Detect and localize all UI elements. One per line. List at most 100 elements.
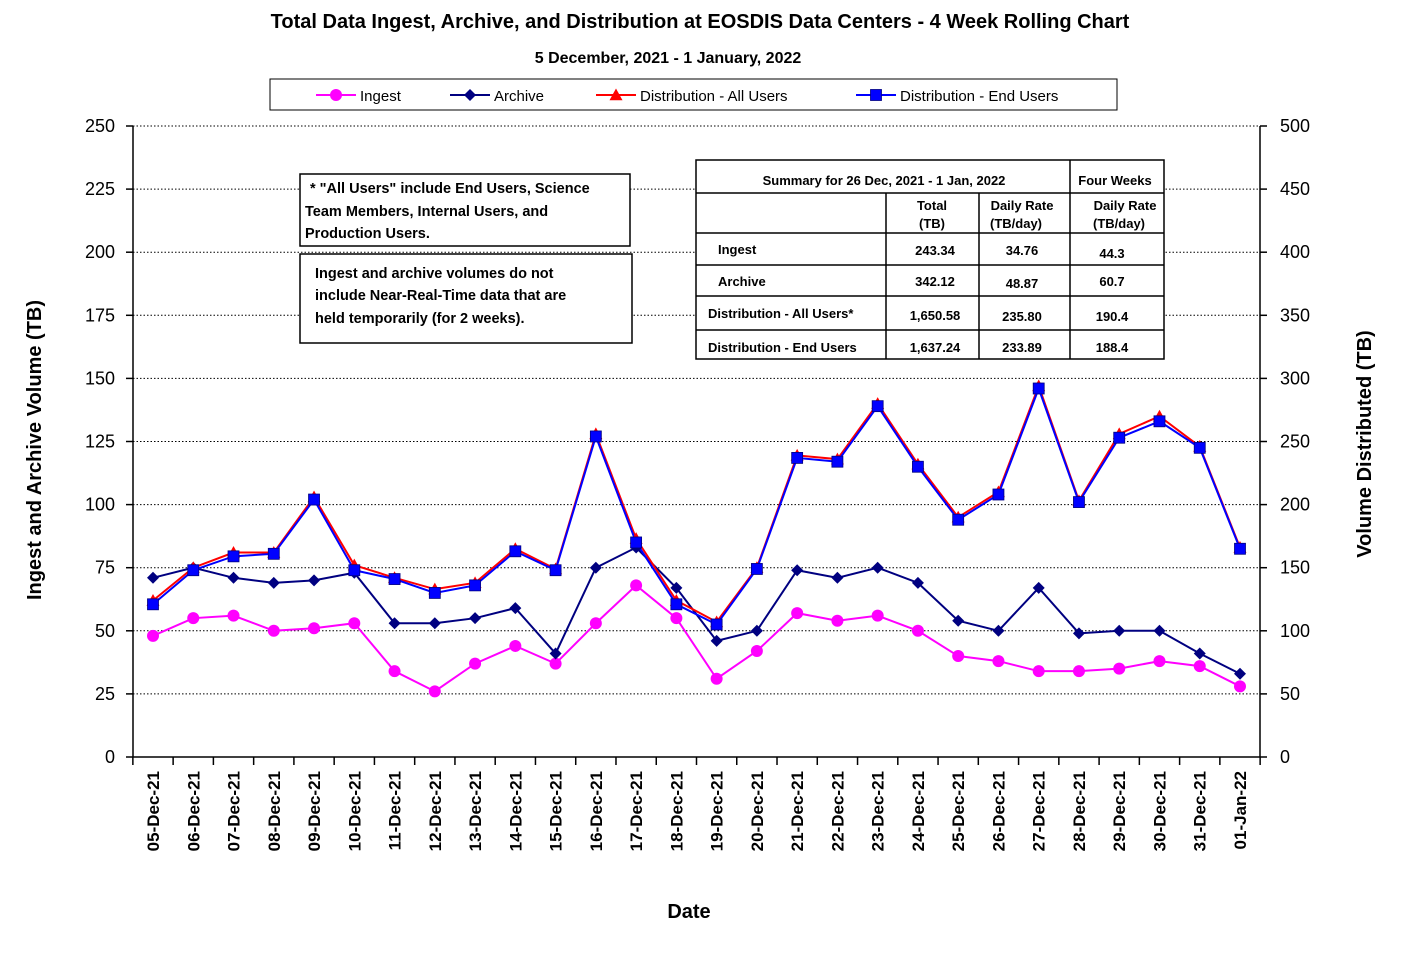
legend-marker: [464, 89, 476, 101]
data-point: [710, 618, 723, 631]
table-header-four-weeks: Four Weeks: [1078, 173, 1151, 188]
y-tick-label-left: 25: [95, 684, 115, 704]
data-point: [1032, 665, 1045, 678]
data-point: [187, 564, 200, 577]
x-tick-label: 01-Jan-22: [1231, 771, 1250, 849]
data-point: [750, 563, 763, 575]
data-point: [1072, 627, 1085, 640]
table-cell: 44.3: [1099, 246, 1124, 261]
note-line: Team Members, Internal Users, and: [305, 204, 548, 220]
x-tick-label: 22-Dec-21: [828, 771, 847, 851]
data-point: [1113, 624, 1126, 637]
series-line: [152, 385, 1241, 626]
x-tick-label: 13-Dec-21: [466, 771, 485, 851]
legend-marker: [870, 89, 882, 101]
table-cell: 60.7: [1099, 274, 1124, 289]
data-point: [992, 655, 1005, 668]
data-point: [147, 598, 159, 611]
y-tick-label-left: 225: [85, 179, 115, 199]
data-point: [549, 647, 562, 660]
data-point: [952, 650, 965, 663]
x-tick-label: 06-Dec-21: [184, 771, 203, 851]
y-tick-label-left: 50: [95, 621, 115, 641]
y-tick-label-right: 350: [1280, 305, 1310, 325]
y-tick-label-left: 200: [85, 242, 115, 262]
data-point: [1153, 415, 1166, 428]
data-point: [911, 624, 924, 637]
x-tick-label: 12-Dec-21: [426, 771, 445, 851]
data-point: [670, 612, 683, 625]
data-point: [428, 587, 441, 599]
x-tick-label: 23-Dec-21: [869, 771, 888, 851]
data-point: [750, 624, 763, 637]
data-point: [1113, 662, 1126, 675]
data-point: [1234, 667, 1246, 680]
data-point: [147, 571, 159, 584]
x-tick-label: 08-Dec-21: [265, 771, 284, 851]
data-point: [831, 571, 844, 584]
series-markers: [147, 579, 1246, 698]
data-point: [1032, 382, 1045, 395]
data-point: [469, 657, 482, 670]
y-tick-label-right: 0: [1280, 747, 1290, 767]
y-axis-right-ticks: 0 50 100 150 200 250 300 350 400 450 500: [1260, 116, 1310, 767]
x-tick-label: 17-Dec-21: [627, 771, 646, 851]
table-row-label: Ingest: [718, 242, 757, 257]
legend-label: Distribution - All Users: [640, 88, 788, 105]
y-tick-label-left: 175: [85, 305, 115, 325]
x-axis-ticks: 05-Dec-21 06-Dec-21 07-Dec-21 08-Dec-21 09-D…: [132, 757, 1261, 851]
y-tick-label-right: 450: [1280, 179, 1310, 199]
y-tick-label-right: 500: [1280, 116, 1310, 136]
table-cell: 233.89: [1002, 340, 1042, 355]
data-point: [348, 564, 361, 577]
col-total-unit: (TB): [919, 216, 945, 231]
table-cell: 190.4: [1096, 309, 1129, 324]
y-tick-label-right: 300: [1280, 368, 1310, 388]
data-point: [388, 573, 401, 585]
x-tick-label: 15-Dec-21: [547, 771, 566, 851]
x-tick-label: 14-Dec-21: [506, 771, 525, 851]
data-point: [428, 685, 441, 698]
table-row-label: Distribution - All Users*: [708, 306, 854, 321]
col-daily-unit: (TB/day): [990, 216, 1042, 231]
y-axis-right-title: Volume Distributed (TB): [1354, 330, 1376, 557]
data-point: [589, 430, 602, 443]
data-point: [1234, 542, 1246, 555]
data-point: [630, 579, 643, 592]
x-tick-label: 10-Dec-21: [345, 771, 364, 851]
x-tick-label: 25-Dec-21: [949, 771, 968, 851]
table-cell: 48.87: [1006, 276, 1039, 291]
data-point: [1032, 581, 1045, 594]
y-tick-label-right: 250: [1280, 432, 1310, 452]
data-point: [428, 617, 441, 630]
x-tick-label: 16-Dec-21: [587, 771, 606, 851]
x-axis-title: Date: [667, 901, 710, 923]
chart-title: Total Data Ingest, Archive, and Distribu…: [271, 11, 1130, 33]
data-point: [267, 547, 280, 560]
data-point: [348, 617, 361, 630]
data-point: [992, 624, 1005, 637]
y-tick-label-right: 100: [1280, 621, 1310, 641]
data-point: [549, 564, 562, 577]
data-point: [509, 602, 522, 615]
data-point: [791, 452, 804, 464]
y-tick-label-right: 50: [1280, 684, 1300, 704]
data-point: [871, 561, 884, 574]
data-point: [952, 614, 965, 627]
data-point: [871, 400, 884, 413]
col-daily-header: Daily Rate: [991, 198, 1054, 213]
legend-label: Distribution - End Users: [900, 88, 1058, 105]
data-point: [630, 536, 643, 549]
legend: Ingest Archive Distribution - All Users Dis…: [269, 78, 1118, 111]
data-point: [589, 561, 602, 574]
y-tick-label-left: 250: [85, 116, 115, 136]
table-cell: 34.76: [1006, 243, 1039, 258]
data-point: [670, 581, 683, 594]
data-point: [1072, 665, 1085, 678]
x-tick-label: 18-Dec-21: [667, 771, 686, 851]
series-line: [152, 584, 1241, 693]
x-tick-label: 27-Dec-21: [1030, 771, 1049, 851]
y-tick-label-left: 75: [95, 558, 115, 578]
y-axis-left-ticks: 0 25 50 75 100 125 150 175 200 225 250: [85, 116, 133, 767]
